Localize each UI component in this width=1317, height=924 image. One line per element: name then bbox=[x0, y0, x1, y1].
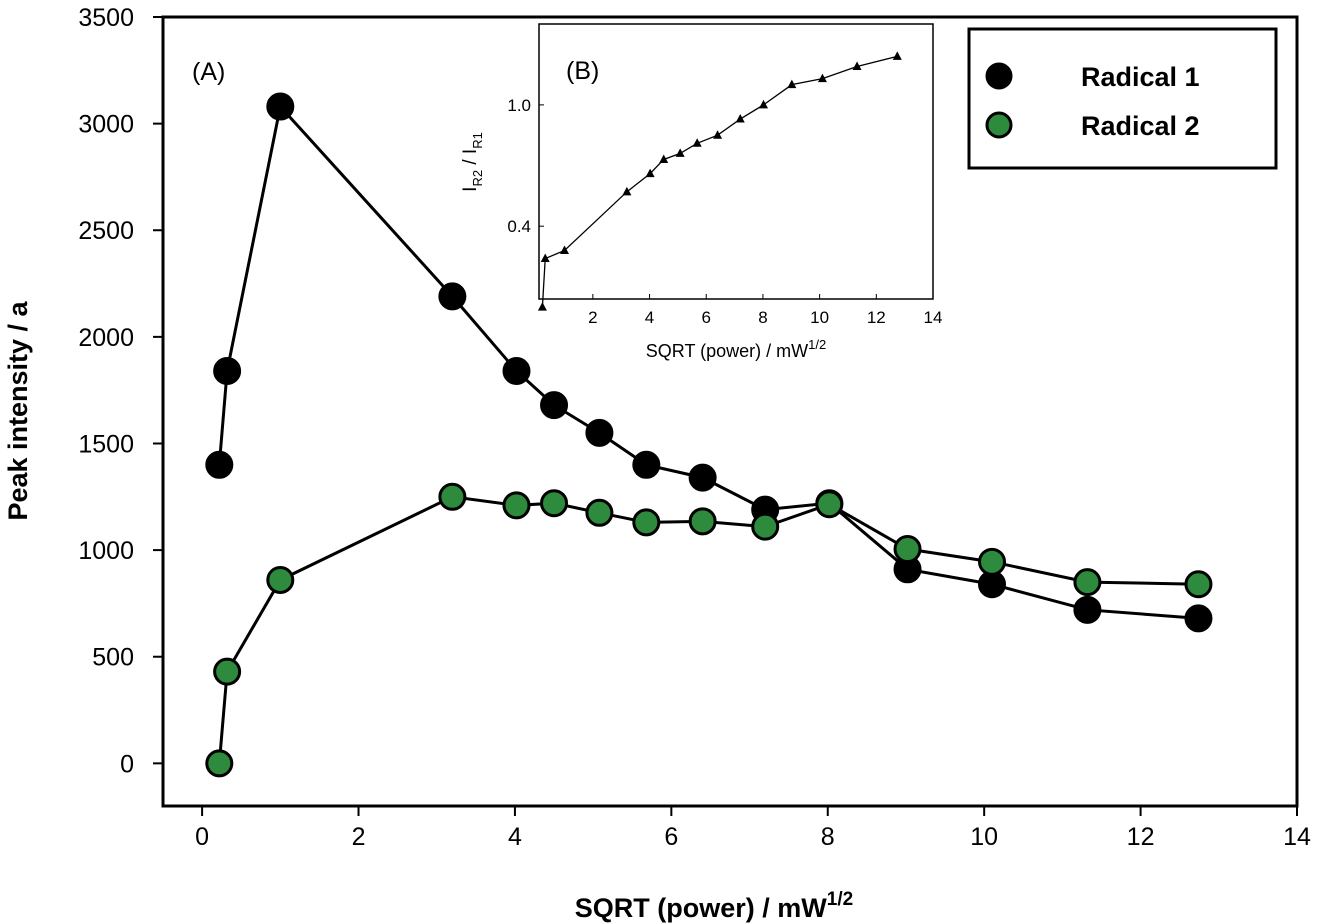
inset-x-tick-label: 6 bbox=[702, 308, 711, 327]
main-x-axis-title-text: SQRT (power) / mW bbox=[575, 893, 828, 923]
inset-x-tick-label: 2 bbox=[588, 308, 597, 327]
main-y-tick-label: 2000 bbox=[78, 324, 134, 352]
data-point-radical-2 bbox=[213, 657, 242, 686]
main-x-tick-label: 8 bbox=[821, 823, 835, 851]
main-x-tick-label: 14 bbox=[1283, 823, 1311, 851]
data-point-radical-1 bbox=[502, 356, 531, 385]
inset-y-tick-label: 0.4 bbox=[507, 217, 531, 236]
inset-data-point bbox=[735, 114, 745, 123]
data-point-radical-2 bbox=[205, 749, 234, 778]
data-point-radical-2 bbox=[502, 491, 531, 520]
main-series-group bbox=[205, 92, 1213, 778]
inset-data-point bbox=[758, 99, 768, 109]
data-point-radical-2 bbox=[1184, 570, 1213, 599]
inset-x-tick-label: 8 bbox=[758, 308, 767, 327]
data-point-radical-1 bbox=[438, 282, 467, 311]
inset-y-axis-title-mid: / I bbox=[460, 149, 481, 170]
inset-x-tick-label: 10 bbox=[810, 308, 829, 327]
legend-frame bbox=[967, 27, 1278, 170]
inset-data-point bbox=[892, 51, 902, 60]
inset-chart: 2 4 6 8 10 12 14 0.4 1.0 (B) SQRT (power) / mW1… bbox=[460, 23, 942, 361]
inset-data-point bbox=[675, 148, 685, 157]
data-point-radical-1 bbox=[688, 463, 717, 492]
main-x-tick-label: 0 bbox=[195, 823, 209, 851]
data-point-radical-2 bbox=[751, 512, 780, 541]
data-point-radical-1 bbox=[540, 391, 569, 420]
legend-marker-radical-2 bbox=[985, 111, 1013, 139]
main-x-axis: 0 2 4 6 8 10 12 14 bbox=[195, 806, 1311, 851]
inset-y-axis: 0.4 1.0 bbox=[507, 96, 544, 236]
main-x-axis-title-sup: 1/2 bbox=[827, 889, 853, 910]
data-point-radical-1 bbox=[205, 450, 234, 479]
inset-data-point bbox=[645, 168, 655, 178]
inset-data-point bbox=[787, 79, 797, 89]
main-y-tick-label: 1500 bbox=[78, 430, 134, 458]
inset-data-point bbox=[692, 138, 702, 147]
main-x-tick-label: 12 bbox=[1127, 823, 1155, 851]
data-point-radical-1 bbox=[585, 418, 614, 447]
main-y-tick-label: 0 bbox=[120, 750, 134, 778]
data-point-radical-1 bbox=[1073, 595, 1102, 624]
data-point-radical-2 bbox=[266, 565, 295, 594]
inset-y-axis-title-sub1: R2 bbox=[470, 170, 485, 187]
inset-data-point bbox=[713, 130, 723, 139]
data-point-radical-2 bbox=[977, 547, 1006, 576]
inset-y-axis-title-sub2: R1 bbox=[470, 132, 485, 149]
data-point-radical-2 bbox=[632, 508, 661, 537]
data-point-radical-2 bbox=[585, 498, 614, 527]
inset-data-point bbox=[622, 186, 632, 196]
main-y-axis: 0 500 1000 1500 2000 2500 3000 3500 bbox=[78, 4, 163, 778]
legend-marker-radical-1 bbox=[985, 62, 1013, 90]
inset-data-point bbox=[540, 253, 550, 263]
main-y-tick-label: 3000 bbox=[78, 111, 134, 139]
data-point-radical-2 bbox=[688, 507, 717, 536]
main-x-tick-label: 10 bbox=[970, 823, 998, 851]
inset-data-point bbox=[852, 61, 862, 70]
data-point-radical-2 bbox=[1073, 568, 1102, 597]
legend-label-radical-2: Radical 2 bbox=[1081, 111, 1200, 141]
inset-x-axis: 2 4 6 8 10 12 14 bbox=[588, 294, 942, 327]
data-point-radical-1 bbox=[213, 356, 242, 385]
legend-label-radical-1: Radical 1 bbox=[1081, 62, 1200, 92]
legend: Radical 1 Radical 2 bbox=[967, 27, 1278, 170]
series-line-radical-2 bbox=[217, 495, 1199, 764]
panel-label-a: (A) bbox=[192, 58, 225, 86]
main-plot-frame bbox=[161, 15, 1299, 808]
inset-x-tick-label: 14 bbox=[924, 308, 943, 327]
data-point-radical-2 bbox=[893, 535, 922, 564]
main-y-tick-label: 1000 bbox=[78, 537, 134, 565]
data-point-radical-1 bbox=[1184, 604, 1213, 633]
main-x-tick-label: 4 bbox=[508, 823, 522, 851]
inset-data-point bbox=[659, 154, 669, 163]
main-x-tick-label: 2 bbox=[352, 823, 366, 851]
main-y-axis-title: Peak intensity / a bbox=[3, 300, 33, 520]
inset-x-axis-title-sup: 1/2 bbox=[808, 337, 826, 352]
inset-series-group bbox=[537, 51, 902, 311]
main-y-tick-label: 500 bbox=[92, 644, 134, 672]
data-point-radical-2 bbox=[815, 490, 844, 519]
inset-data-point bbox=[560, 245, 570, 254]
main-x-tick-label: 6 bbox=[664, 823, 678, 851]
inset-x-tick-label: 4 bbox=[645, 308, 654, 327]
panel-label-b: (B) bbox=[566, 57, 599, 85]
inset-y-tick-label: 1.0 bbox=[507, 96, 531, 115]
data-point-radical-1 bbox=[266, 92, 295, 121]
main-x-axis-title: SQRT (power) / mW1/2 bbox=[575, 889, 853, 923]
inset-x-tick-label: 12 bbox=[867, 308, 886, 327]
inset-x-axis-title: SQRT (power) / mW1/2 bbox=[646, 337, 826, 361]
main-y-tick-label: 3500 bbox=[78, 4, 134, 32]
data-point-radical-2 bbox=[540, 489, 569, 518]
main-y-tick-label: 2500 bbox=[78, 217, 134, 245]
inset-plot-frame bbox=[538, 23, 934, 300]
data-point-radical-1 bbox=[632, 450, 661, 479]
inset-y-axis-title-i1: I bbox=[460, 187, 481, 192]
inset-data-point bbox=[817, 73, 827, 83]
inset-x-axis-title-text: SQRT (power) / mW bbox=[646, 341, 808, 361]
data-point-radical-2 bbox=[438, 482, 467, 511]
inset-data-point bbox=[537, 302, 547, 311]
inset-y-axis-title: IR2 / IR1 bbox=[460, 132, 485, 192]
